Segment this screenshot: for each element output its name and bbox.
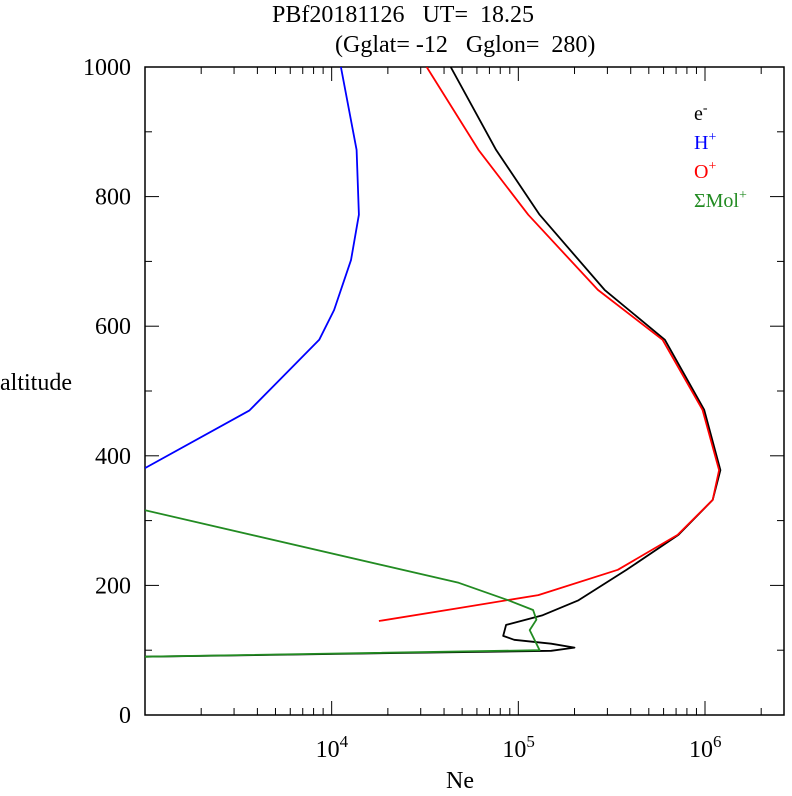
x-tick-base: 10	[689, 737, 713, 763]
legend-entry-3: ΣMol+	[694, 188, 747, 212]
legend-sup: +	[739, 188, 747, 203]
legend-sup: -	[703, 101, 708, 116]
legend-entry-1: H+	[694, 130, 716, 154]
y-tick-label: 200	[95, 573, 131, 599]
x-tick-exp: 4	[340, 732, 349, 751]
series-line-1	[145, 67, 360, 469]
legend-label: ΣMol	[694, 190, 739, 212]
x-tick-label: 104	[316, 732, 349, 763]
legend-label: e	[694, 103, 703, 125]
legend-sup: +	[708, 130, 716, 145]
x-axis-label: Ne	[446, 768, 474, 794]
y-tick-label: 400	[95, 444, 131, 470]
y-tick-label: 0	[119, 703, 131, 729]
x-tick-label: 105	[502, 732, 535, 763]
chart-title: PBf20181126 UT= 18.25	[272, 2, 534, 28]
chart-subtitle: (Gglat= -12 Gglon= 280)	[335, 32, 596, 58]
x-tick-base: 10	[316, 737, 340, 763]
legend-label: O	[694, 161, 708, 183]
legend-sup: +	[708, 159, 716, 174]
series-line-0	[145, 67, 722, 658]
y-axis-label: altitude	[0, 370, 72, 396]
plot-frame	[144, 66, 785, 716]
y-tick-label: 1000	[83, 55, 131, 81]
legend-entry-2: O+	[694, 159, 716, 183]
x-tick-exp: 5	[526, 732, 535, 751]
y-tick-label: 600	[95, 314, 131, 340]
x-tick-base: 10	[502, 737, 526, 763]
legend-entry-0: e-	[694, 101, 708, 125]
series-line-2	[378, 67, 720, 622]
series-line-3	[145, 509, 541, 658]
legend-label: H	[694, 132, 708, 154]
x-tick-label: 106	[689, 732, 722, 763]
y-tick-label: 800	[95, 185, 131, 211]
x-tick-exp: 6	[713, 732, 722, 751]
